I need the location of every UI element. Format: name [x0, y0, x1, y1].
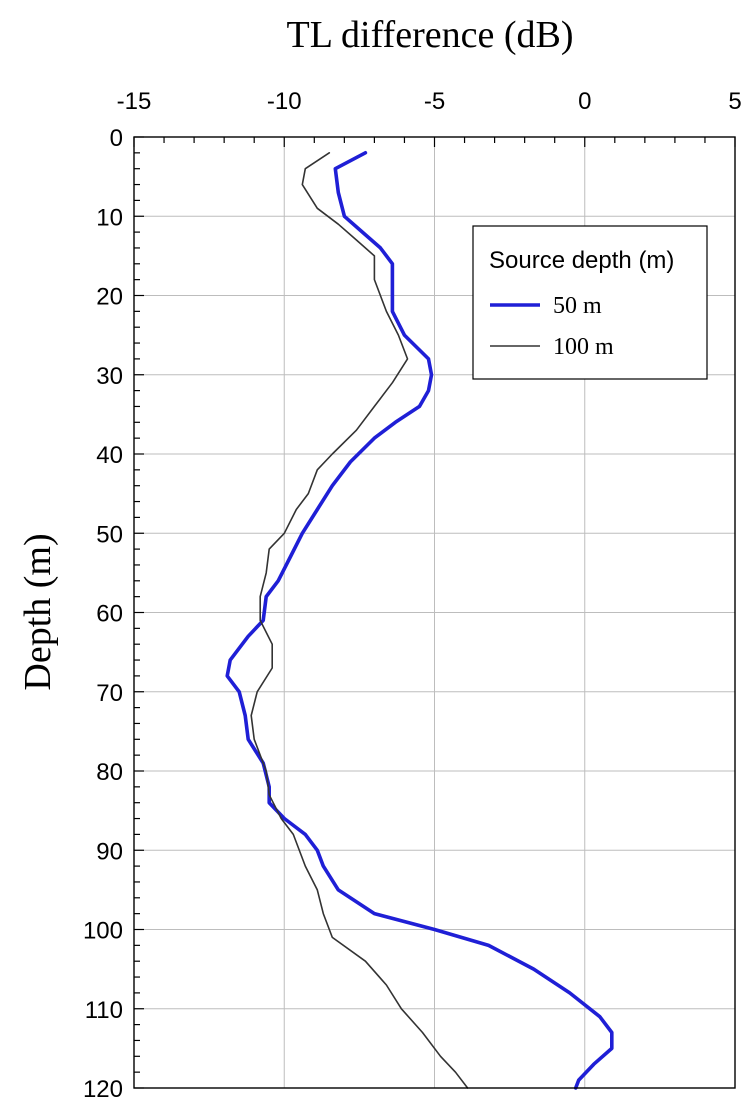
series-line-100m: [250, 152, 469, 1089]
y-tick-label: 70: [96, 680, 123, 707]
x-tick-label: -5: [424, 88, 445, 115]
grid-lines: [133, 136, 736, 1089]
y-tick-label: 40: [96, 442, 123, 469]
y-tick-label: 20: [96, 284, 123, 311]
legend-box: [472, 225, 708, 380]
legend-title: Source depth (m): [489, 247, 674, 274]
legend-label-100m: 100 m: [553, 334, 614, 360]
minor-ticks: [133, 136, 736, 1089]
y-tick-label: 90: [96, 838, 123, 865]
y-tick-label: 110: [85, 997, 123, 1024]
x-tick-label: -15: [117, 88, 152, 115]
y-tick-label: 10: [96, 204, 123, 231]
y-tick-label: 100: [83, 918, 123, 945]
series-layer: [225, 151, 614, 1090]
x-tick-label: -10: [267, 88, 302, 115]
plot-frame: [133, 136, 736, 1089]
x-tick-labels: -15 -10 -5 0 5: [117, 88, 742, 115]
y-tick-labels: 0 10 20 30 40 50 60 70 80 90 100 110 120: [83, 125, 123, 1103]
x-tick-label: 0: [578, 88, 591, 115]
x-tick-label: 5: [728, 88, 741, 115]
x-axis-title: TL difference (dB): [287, 14, 574, 56]
y-tick-label: 120: [83, 1076, 123, 1103]
y-tick-label: 30: [96, 363, 123, 390]
y-tick-label: 60: [96, 601, 123, 628]
legend: Source depth (m) 50 m 100 m: [472, 225, 708, 380]
y-tick-label: 80: [96, 759, 123, 786]
y-tick-label: 50: [96, 521, 123, 548]
y-tick-label: 0: [110, 125, 123, 152]
legend-label-50m: 50 m: [553, 293, 602, 319]
series-line-50m: [225, 151, 614, 1090]
y-axis-title: Depth (m): [17, 533, 59, 690]
